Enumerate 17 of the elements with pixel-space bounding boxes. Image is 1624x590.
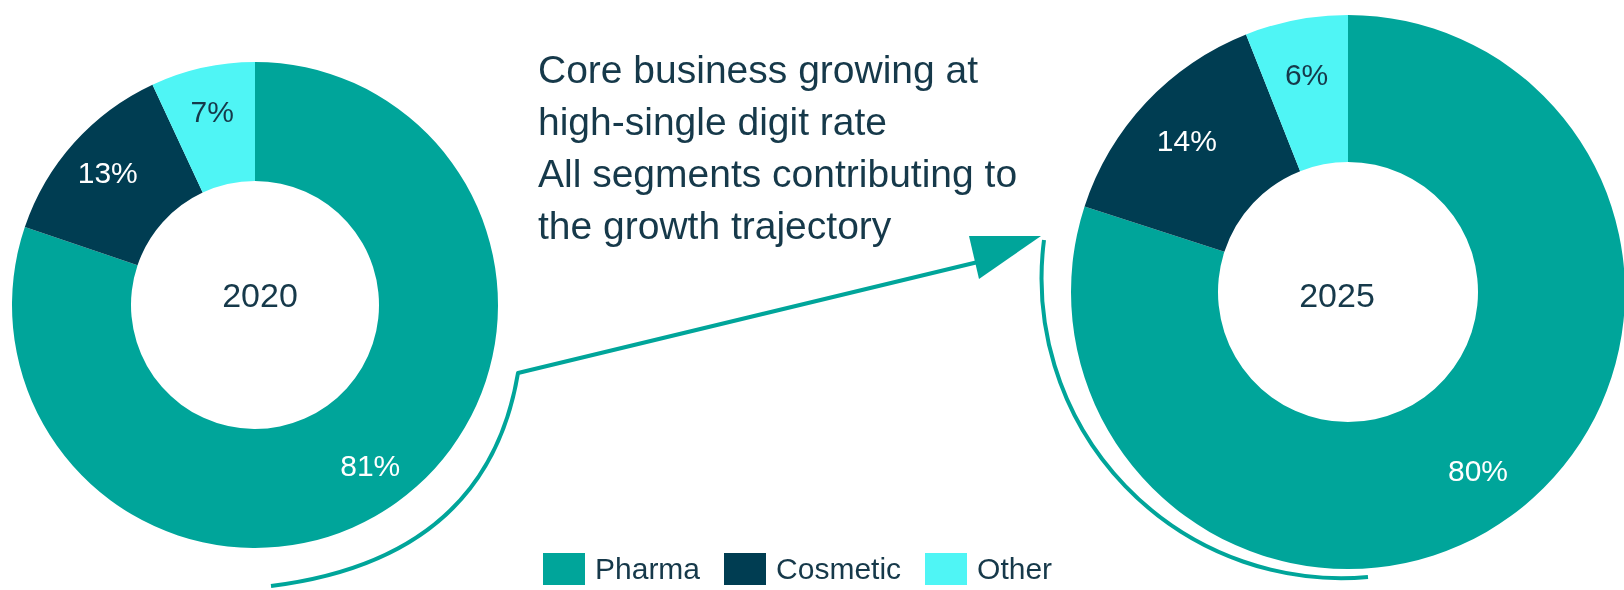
data-label: 14% xyxy=(1156,124,1217,158)
text: 2020 xyxy=(222,276,298,315)
data-label: 13% xyxy=(77,156,138,190)
donut-slice xyxy=(12,62,498,548)
data-label: 6% xyxy=(1284,58,1329,92)
legend-label: Cosmetic xyxy=(776,552,902,586)
donut-slice xyxy=(152,62,255,193)
donut-slice xyxy=(1071,15,1624,569)
legend-label: Pharma xyxy=(595,552,701,586)
data-label: 7% xyxy=(190,95,234,129)
data-label: 80% xyxy=(1447,454,1509,488)
text: All segments contributing to the growth trajectory xyxy=(538,151,1019,249)
data-label: 81% xyxy=(340,449,401,483)
text: Core business growing at high-single digit rate xyxy=(538,47,980,145)
text: 2025 xyxy=(1299,276,1375,315)
legend-label: Other xyxy=(977,552,1053,586)
donut-slice xyxy=(1246,15,1348,172)
